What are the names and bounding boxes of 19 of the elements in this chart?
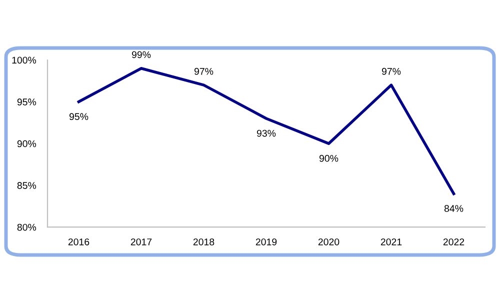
- data-label: 99%: [132, 51, 151, 58]
- x-tick-label: 2016: [68, 238, 90, 246]
- x-tick-label: 2021: [380, 238, 402, 246]
- x-tick-label: 2019: [256, 238, 277, 246]
- x-tick-label: 2017: [130, 238, 152, 246]
- x-tick-label: 2022: [443, 238, 464, 246]
- data-label: 97%: [382, 68, 401, 75]
- y-tick-label: 90%: [17, 140, 36, 148]
- data-label: 93%: [256, 130, 276, 137]
- y-tick-label: 85%: [17, 182, 36, 189]
- x-tick-label: 2018: [193, 238, 214, 246]
- data-label: 97%: [194, 68, 214, 75]
- data-label: 90%: [319, 154, 338, 162]
- y-tick-label: 95%: [17, 98, 36, 106]
- y-tick-label: 80%: [17, 224, 36, 231]
- y-tick-label: 100%: [12, 56, 36, 64]
- data-label: 84%: [444, 205, 464, 212]
- x-tick-label: 2020: [318, 238, 340, 246]
- data-label: 95%: [69, 113, 88, 120]
